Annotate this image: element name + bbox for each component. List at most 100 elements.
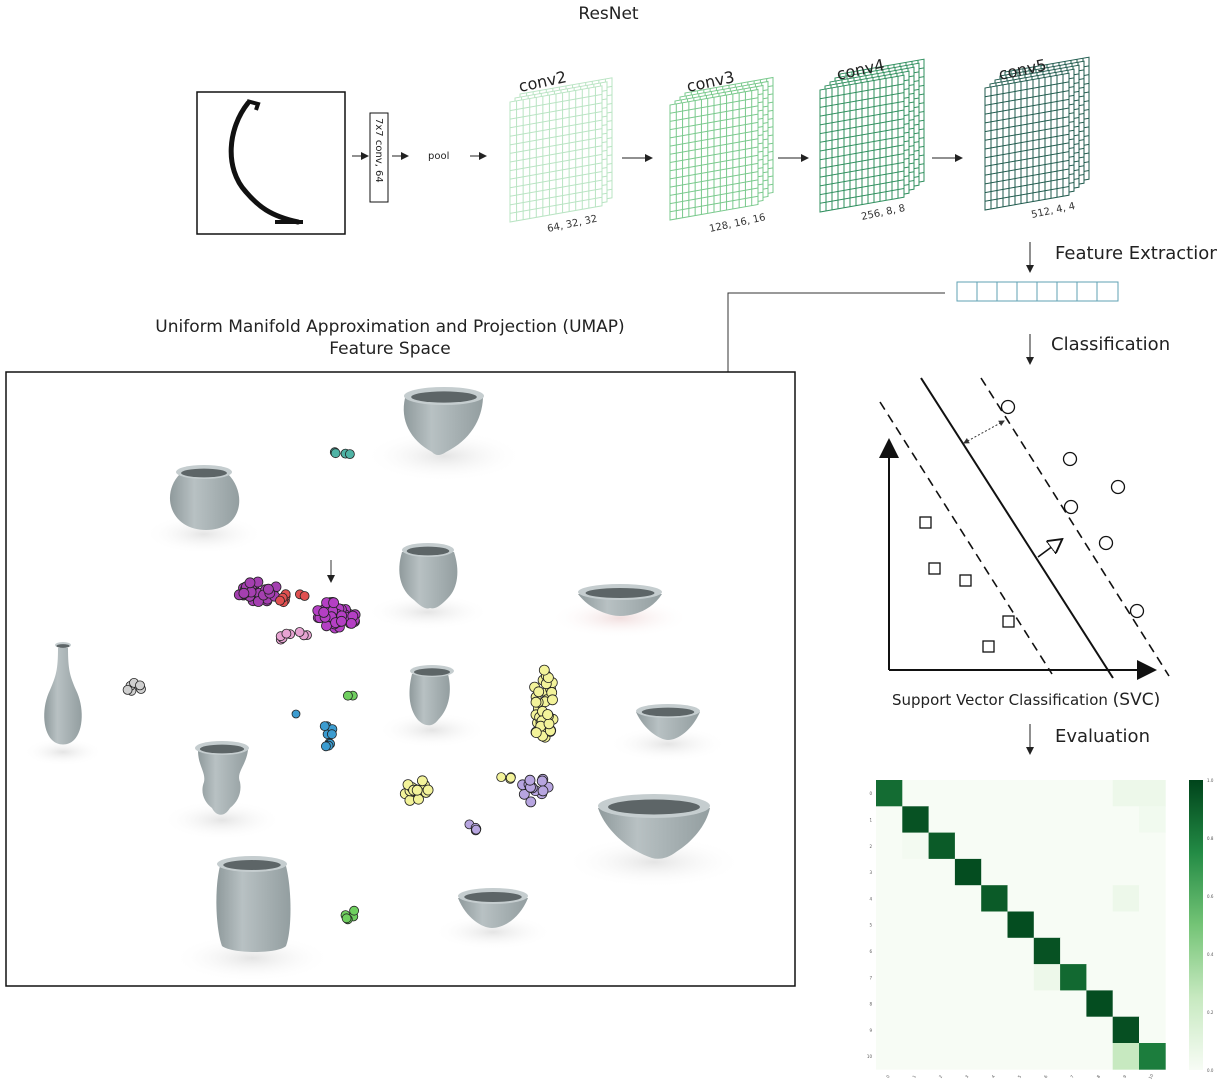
svc-class-b-points bbox=[919, 516, 1015, 653]
col-tick-label: 8 bbox=[1095, 1074, 1101, 1079]
vessel-opening bbox=[585, 588, 655, 598]
colorbar-tick-label: 0.0 bbox=[1207, 1068, 1214, 1073]
heatmap-cell bbox=[1112, 964, 1140, 991]
heatmap-cell bbox=[876, 1016, 903, 1044]
vessel-opening bbox=[406, 546, 450, 556]
heatmap-cell bbox=[954, 964, 982, 991]
umap-cluster bbox=[496, 772, 516, 784]
heatmap-cell bbox=[1033, 885, 1061, 912]
heatmap-cell bbox=[981, 1043, 1008, 1070]
heatmap-cell bbox=[1007, 1043, 1035, 1070]
heatmap-cell bbox=[1007, 1016, 1035, 1044]
vessel-body bbox=[409, 674, 450, 726]
heatmap-cell bbox=[954, 885, 982, 912]
heatmap-cell bbox=[1033, 806, 1061, 833]
heatmap-cell bbox=[1060, 937, 1087, 965]
heatmap-cell bbox=[1033, 832, 1061, 860]
vessel-opening bbox=[199, 744, 245, 754]
heatmap-cell bbox=[981, 1016, 1008, 1044]
vessel-body bbox=[44, 648, 82, 745]
heatmap-cell bbox=[1139, 990, 1166, 1018]
heatmap-cell bbox=[981, 990, 1008, 1018]
profile-curve bbox=[228, 100, 301, 225]
heatmap-cell bbox=[902, 885, 929, 912]
umap-point bbox=[319, 721, 330, 731]
heatmap-cell bbox=[1007, 937, 1035, 965]
vessel-straight-jar bbox=[172, 856, 332, 982]
heatmap-cell bbox=[954, 990, 982, 1018]
heatmap-cell bbox=[981, 780, 1008, 807]
conv1-block: 7x7 conv, 64 bbox=[369, 112, 389, 203]
heatmap-cell bbox=[902, 911, 929, 939]
col-tick-label: 2 bbox=[938, 1074, 944, 1079]
heatmap-cell bbox=[1007, 806, 1035, 833]
umap-title-line1: Uniform Manifold Approximation and Proje… bbox=[155, 317, 625, 337]
umap-point bbox=[299, 591, 310, 601]
feature-vector bbox=[956, 281, 1119, 302]
vessel-opening bbox=[464, 892, 522, 902]
conv5-shape-label: 512, 4, 4 bbox=[1030, 201, 1076, 221]
heatmap-cell bbox=[1139, 780, 1166, 807]
col-tick-label: 1 bbox=[911, 1074, 917, 1079]
umap-vessels bbox=[23, 387, 744, 982]
umap-point bbox=[505, 772, 516, 783]
heatmap-cell bbox=[1060, 990, 1087, 1018]
colorbar-tick-label: 0.8 bbox=[1207, 836, 1214, 841]
heatmap-cell bbox=[1060, 885, 1087, 912]
heatmap-cell bbox=[1139, 1016, 1166, 1044]
umap-cluster bbox=[329, 447, 355, 460]
umap-cluster bbox=[529, 664, 559, 743]
heatmap-cell bbox=[1086, 990, 1114, 1018]
heatmap-cell bbox=[1060, 1016, 1087, 1044]
vessel-shadow bbox=[366, 594, 490, 630]
umap-cluster bbox=[517, 773, 554, 808]
svc-abbrev: (SVC) bbox=[1112, 690, 1161, 710]
vessel-shadow bbox=[162, 800, 282, 840]
feature-extraction-label: Feature Extraction bbox=[1055, 243, 1217, 264]
heatmap-cell bbox=[1086, 964, 1114, 991]
heatmap-cell bbox=[1086, 1016, 1114, 1044]
vessel-shallow-plate bbox=[550, 584, 690, 638]
heatmap-cell bbox=[1060, 806, 1087, 833]
heatmap-cell bbox=[981, 964, 1008, 991]
heatmap-cell bbox=[1139, 911, 1166, 939]
heatmap-cell bbox=[928, 937, 956, 965]
heatmap-cell bbox=[1086, 832, 1114, 860]
vessel-teardrop-jar bbox=[366, 543, 490, 630]
vessel-opening bbox=[413, 668, 451, 676]
umap-point bbox=[530, 727, 542, 738]
heatmap-cell bbox=[876, 1043, 903, 1070]
umap-point bbox=[411, 784, 423, 796]
vessel-body bbox=[458, 898, 528, 928]
col-tick-label: 6 bbox=[1043, 1074, 1049, 1079]
heatmap-cell bbox=[954, 937, 982, 965]
umap-point bbox=[320, 741, 331, 752]
heatmap-cell bbox=[1033, 990, 1061, 1018]
heatmap-cell bbox=[954, 1043, 982, 1070]
heatmap-cell bbox=[1033, 964, 1061, 991]
vessel-shadow bbox=[144, 514, 264, 554]
umap-point bbox=[262, 583, 274, 595]
umap-point bbox=[336, 615, 347, 627]
row-tick-label: 3 bbox=[869, 870, 872, 875]
col-tick-label: 4 bbox=[990, 1074, 996, 1079]
umap-cluster bbox=[399, 775, 434, 806]
heatmap-cell bbox=[1139, 806, 1166, 833]
heatmap-cell bbox=[876, 937, 903, 965]
svc-circle-point bbox=[1063, 499, 1079, 515]
heatmap-cell bbox=[902, 964, 929, 991]
conv3-plane bbox=[669, 88, 759, 221]
heatmap-cell bbox=[928, 911, 956, 939]
heatmap-cell bbox=[1060, 780, 1087, 807]
vessel-shadow bbox=[364, 430, 524, 482]
col-tick-label: 0 bbox=[885, 1074, 891, 1079]
vessel-body bbox=[198, 750, 248, 815]
vessel-shadow bbox=[23, 738, 103, 766]
heatmap-cell bbox=[1060, 911, 1087, 939]
evaluation-label: Evaluation bbox=[1055, 726, 1150, 747]
umap-cluster bbox=[275, 589, 310, 608]
umap-point bbox=[342, 690, 353, 701]
heatmap-cell bbox=[1086, 937, 1114, 965]
